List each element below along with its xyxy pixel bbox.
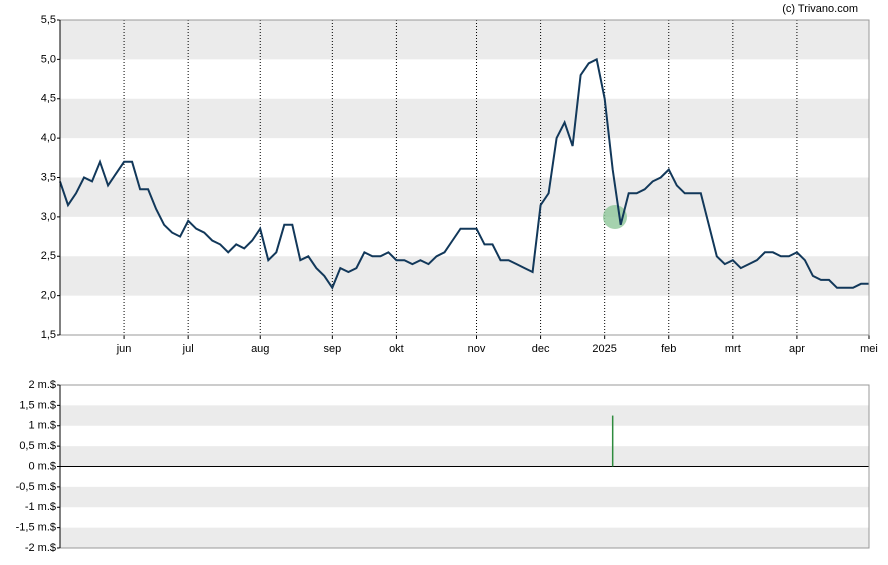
x-tick-label: mrt	[725, 343, 741, 355]
y-tick-label: 4,0	[41, 132, 56, 144]
y-tick-label: 1,5	[41, 329, 56, 341]
grid-band	[60, 98, 869, 139]
y-tick-label: 3,0	[41, 211, 56, 223]
y-tick-label: 5,5	[41, 14, 56, 26]
grid-band	[60, 486, 869, 508]
y-tick-label: 3,5	[41, 171, 56, 183]
source: (c) Trivano.com	[782, 3, 858, 15]
grid-band	[60, 20, 869, 60]
grid-band	[60, 527, 869, 548]
y-tick-label: 1 m.$	[28, 420, 56, 432]
x-tick-label: mei	[860, 343, 878, 355]
x-tick-label: 2025	[592, 343, 616, 355]
y-tick-label: 0,5 m.$	[19, 440, 56, 452]
grid-band	[60, 446, 869, 467]
x-tick-label: sep	[323, 343, 341, 355]
x-tick-label: aug	[251, 343, 269, 355]
x-tick-label: nov	[468, 343, 486, 355]
x-tick-label: dec	[532, 343, 550, 355]
y-tick-label: 2 m.$	[28, 379, 56, 391]
price-line	[59, 57, 869, 290]
y-tick-label: 1,5 m.$	[19, 399, 56, 411]
y-tick-label: -1 m.$	[25, 501, 56, 513]
x-tick-label: jul	[182, 343, 194, 355]
y-tick-label: -0,5 m.$	[16, 481, 56, 493]
y-tick-label: 2,5	[41, 250, 56, 262]
grid-band	[60, 405, 869, 426]
y-tick-label: 2,0	[41, 290, 56, 302]
x-tick-label: okt	[389, 343, 404, 355]
x-tick-label: jun	[116, 343, 132, 355]
grid-band	[60, 256, 869, 296]
x-tick-label: apr	[789, 343, 805, 355]
y-tick-label: 0 m.$	[28, 460, 56, 472]
y-tick-label: -2 m.$	[25, 542, 56, 554]
grid-band	[60, 177, 869, 217]
y-tick-label: 5,0	[41, 53, 56, 65]
x-tick-label: feb	[661, 343, 676, 355]
y-tick-label: 4,5	[41, 93, 56, 105]
y-tick-label: -1,5 m.$	[16, 522, 56, 534]
